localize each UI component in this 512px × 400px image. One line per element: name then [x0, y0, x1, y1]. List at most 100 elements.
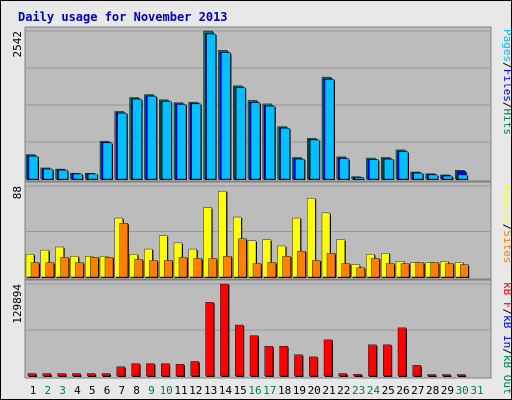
- bar-sites-day-4: [75, 262, 84, 278]
- x-tick-label-day-17: 17: [263, 384, 276, 397]
- bar-pages-day-6: [102, 142, 113, 180]
- bar-kb-f-day-25: [383, 344, 392, 377]
- bar-kb-f-day-30: [457, 374, 466, 377]
- x-tick-label-day-14: 14: [219, 384, 233, 397]
- bar-shadow: [355, 178, 365, 180]
- y-tick-label: 129894: [11, 284, 24, 324]
- chart-title: Daily usage for November 2013: [18, 10, 228, 24]
- bar-sites-day-1: [30, 262, 40, 278]
- x-tick-label-day-23: 23: [352, 384, 365, 397]
- bar-pages-day-3: [58, 170, 68, 180]
- bar-pages-day-12: [191, 103, 202, 180]
- x-tick-label-day-1: 1: [30, 384, 37, 397]
- bar-kb-f-day-15: [234, 324, 244, 377]
- bar-shadow: [428, 375, 437, 377]
- bar-kb-f-day-22: [338, 373, 347, 377]
- x-tick-label-day-25: 25: [382, 384, 395, 397]
- bar-sites-day-23: [356, 267, 365, 278]
- bar-sites-day-14: [223, 256, 232, 278]
- bar-pages-day-28: [428, 174, 438, 180]
- x-tick-label-day-26: 26: [396, 384, 409, 397]
- bar-sites-day-24: [371, 258, 380, 278]
- bar-kb-f-day-10: [160, 363, 170, 377]
- bar-pages-day-22: [339, 158, 349, 180]
- bar-kb-f-day-11: [175, 364, 185, 377]
- bar-kb-f-day-24: [368, 344, 377, 377]
- x-tick-label-day-24: 24: [367, 384, 381, 397]
- x-tick-label-day-2: 2: [44, 384, 51, 397]
- bar-pages-day-17: [265, 106, 275, 180]
- legend-part: kB Out: [501, 355, 511, 395]
- bar-kb-f-day-4: [72, 373, 81, 377]
- bar-sites-day-10: [163, 260, 173, 278]
- y-tick-label: 2542: [11, 31, 24, 58]
- bar-sites-day-18: [282, 256, 291, 278]
- legend-part: Visits: [501, 184, 511, 224]
- x-tick-label-day-4: 4: [74, 384, 81, 397]
- x-tick-label-day-5: 5: [89, 384, 96, 397]
- bar-visits-day-20: [307, 198, 316, 278]
- bar-kb-f-day-2: [42, 373, 51, 377]
- x-tick-label-day-7: 7: [118, 384, 125, 397]
- bar-sites-day-16: [252, 263, 262, 278]
- bar-kb-f-day-19: [294, 354, 303, 377]
- bar-kb-f-day-3: [57, 373, 66, 377]
- bar-sites-day-2: [45, 262, 54, 278]
- legend-part: Hits: [501, 109, 511, 136]
- legend-part: /: [501, 102, 511, 109]
- bar-pages-day-18: [280, 128, 290, 180]
- bar-sites-day-9: [149, 260, 158, 278]
- bar-visits-day-17: [262, 239, 271, 278]
- x-tick-label-day-12: 12: [189, 384, 202, 397]
- bar-pages-day-5: [87, 173, 98, 180]
- bar-pages-day-4: [73, 173, 83, 180]
- series-legend-visits-sites: Visits/Sites: [501, 184, 511, 264]
- bar-kb-f-day-5: [86, 373, 96, 377]
- bar-kb-f-day-21: [323, 339, 333, 377]
- bar-pages-day-20: [310, 139, 320, 180]
- bar-kb-f-day-28: [427, 374, 436, 377]
- bar-sites-day-12: [193, 258, 203, 278]
- bar-visits-day-16: [247, 240, 257, 278]
- x-tick-label-day-20: 20: [308, 384, 321, 397]
- bar-kb-f-day-27: [412, 365, 421, 377]
- bar-sites-day-3: [60, 257, 69, 278]
- bar-sites-day-5: [89, 257, 99, 278]
- x-tick-label-day-16: 16: [248, 384, 261, 397]
- x-tick-label-day-21: 21: [322, 384, 335, 397]
- bar-sites-day-29: [445, 263, 454, 278]
- x-tick-label-day-3: 3: [59, 384, 66, 397]
- bar-kb-f-day-17: [264, 346, 273, 377]
- bar-sites-day-21: [326, 253, 336, 278]
- y-tick-label: 88: [11, 186, 24, 199]
- bar-kb-f-day-6: [101, 373, 111, 377]
- bar-pages-day-30: [458, 174, 468, 180]
- bar-visits-day-14: [218, 190, 227, 278]
- bar-kb-f-day-23: [353, 374, 362, 377]
- bar-pages-day-16: [250, 102, 261, 180]
- bar-sites-day-7: [119, 223, 129, 278]
- bar-sites-day-25: [386, 263, 395, 278]
- bar-pages-day-14: [221, 52, 231, 180]
- bar-pages-day-9: [147, 96, 157, 180]
- legend-part: /: [501, 309, 511, 316]
- bar-pages-day-26: [398, 151, 409, 180]
- x-tick-label-day-8: 8: [133, 384, 140, 397]
- bar-kb-f-day-26: [397, 327, 407, 377]
- legend-part: /: [501, 62, 511, 69]
- bar-sites-day-22: [341, 263, 350, 278]
- bar-pages-day-21: [324, 79, 335, 180]
- bar-pages-day-25: [384, 159, 394, 180]
- x-tick-label-day-31: 31: [470, 384, 483, 397]
- bar-pages-day-2: [43, 168, 53, 180]
- legend-part: /: [501, 348, 511, 355]
- bar-sites-day-19: [297, 250, 306, 278]
- bar-sites-day-8: [134, 259, 143, 278]
- x-tick-label-day-10: 10: [160, 384, 173, 397]
- bar-kb-f-day-1: [27, 373, 37, 377]
- x-tick-label-day-13: 13: [204, 384, 217, 397]
- bar-kb-f-day-14: [220, 283, 229, 377]
- bar-kb-f-day-12: [190, 361, 200, 377]
